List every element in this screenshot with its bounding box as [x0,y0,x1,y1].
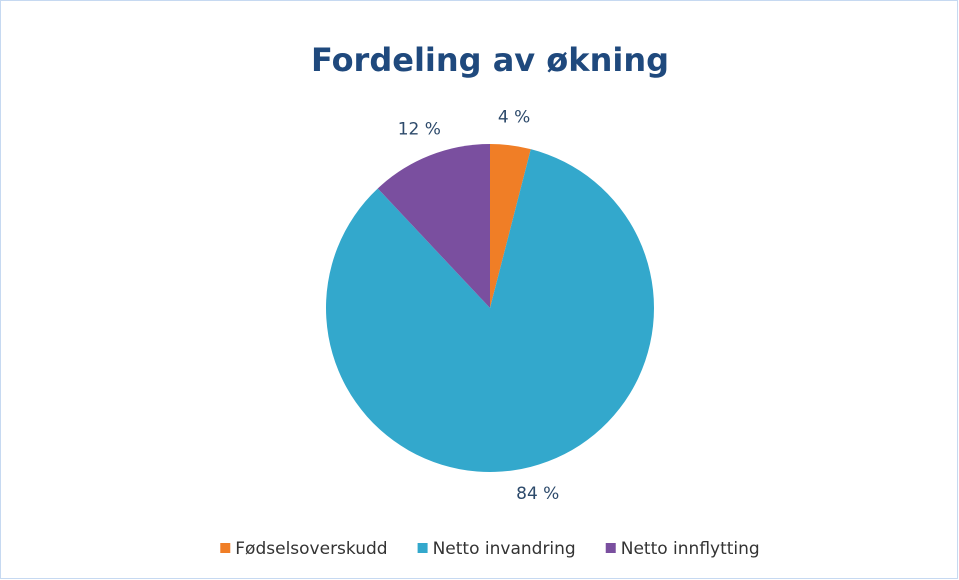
legend-swatch [220,543,231,553]
data-label: 84 % [516,484,559,504]
pie-slice [325,149,654,473]
legend-label: Netto innflytting [621,539,760,559]
legend-label: Fødselsoverskudd [235,539,387,559]
pie-slice [377,144,490,308]
data-label: 12 % [398,119,441,139]
legend-swatch [605,543,616,553]
pie-slice [490,144,531,308]
legend-swatch [417,543,428,553]
chart-title: Fordeling av økning [311,41,669,79]
legend-label: Netto invandring [433,539,576,559]
data-label: 4 % [498,108,530,128]
